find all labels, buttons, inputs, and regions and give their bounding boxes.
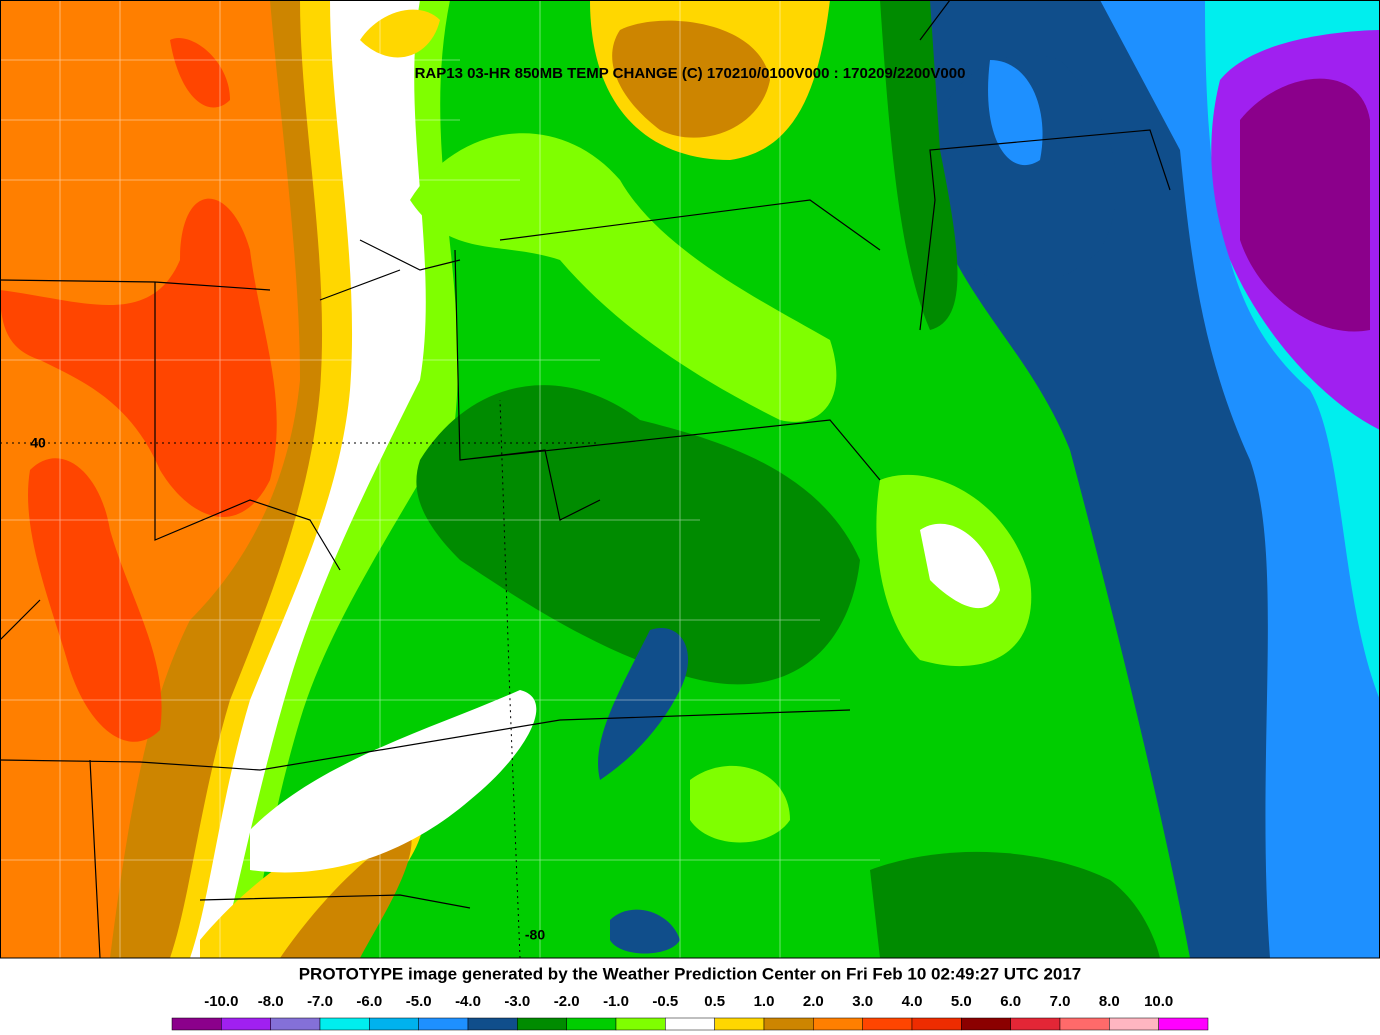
field-goldenrod	[280, 830, 412, 958]
colorbar-label: -6.0	[356, 993, 382, 1010]
colorbar-label: 4.0	[902, 993, 923, 1010]
colorbar-swatch	[418, 1017, 469, 1031]
field-purple	[1240, 78, 1370, 332]
field-dark-green	[870, 851, 1160, 958]
map: RAP13 03-HR 850MB TEMP CHANGE (C) 170210…	[0, 0, 1380, 959]
credit: PROTOTYPE image generated by the Weather…	[299, 964, 1082, 983]
colorbar: -10.0 -8.0 -7.0 -6.0 -5.0 -4.0 -3.0 -2.0 -1.0 -0.…	[171, 993, 1209, 1031]
colorbar-label: -5.0	[406, 993, 432, 1010]
colorbar-swatch	[467, 1017, 518, 1031]
county-lines	[0, 0, 880, 958]
field-light-green	[690, 765, 790, 843]
colorbar-swatch	[615, 1017, 666, 1031]
colorbar-label: -10.0	[204, 993, 238, 1010]
longitude-label: -80	[525, 927, 545, 943]
field-dark-blue	[610, 909, 680, 954]
colorbar-swatch	[1010, 1017, 1061, 1031]
colorbar-swatch	[1158, 1017, 1209, 1031]
colorbar-swatch	[319, 1017, 370, 1031]
colorbar-label: -7.0	[307, 993, 333, 1010]
colorbar-label: -4.0	[455, 993, 481, 1010]
colorbar-label: 6.0	[1000, 993, 1021, 1010]
longitude-line	[499, 399, 521, 959]
colorbar-swatch	[911, 1017, 962, 1031]
colorbar-swatch	[221, 1017, 271, 1031]
field-dark-blue	[930, 54, 1117, 284]
map-title: RAP13 03-HR 850MB TEMP CHANGE (C) 170210…	[415, 65, 966, 82]
colorbar-swatch	[665, 1017, 715, 1031]
colorbar-label: 2.0	[803, 993, 824, 1010]
colorbar-label: 5.0	[951, 993, 972, 1010]
colorbar-swatch	[862, 1017, 913, 1031]
colorbar-label: -0.5	[652, 993, 678, 1010]
colorbar-swatch	[714, 1017, 765, 1031]
colorbar-label: -3.0	[504, 993, 530, 1010]
colorbar-label: -2.0	[554, 993, 580, 1010]
colorbar-swatch	[171, 1017, 222, 1031]
state-lines	[0, 0, 1171, 959]
colorbar-swatch	[961, 1017, 1011, 1031]
colorbar-label: -8.0	[258, 993, 284, 1010]
field-dark-blue	[598, 628, 689, 780]
colorbar-swatch	[517, 1017, 567, 1031]
colorbar-label: 0.5	[704, 993, 725, 1010]
colorbar-swatch	[1059, 1017, 1110, 1031]
colorbar-label: 8.0	[1099, 993, 1120, 1010]
field-dark-green	[416, 385, 860, 685]
colorbar-swatch	[813, 1017, 863, 1031]
field-blue	[988, 60, 1043, 166]
colorbar-swatch	[270, 1017, 321, 1031]
field-light-green	[410, 133, 837, 422]
colorbar-label: 10.0	[1144, 993, 1173, 1010]
colorbar-label: 3.0	[852, 993, 873, 1010]
field-red-orange	[0, 198, 277, 518]
colorbar-swatch	[566, 1017, 617, 1031]
colorbar-swatch	[1109, 1017, 1159, 1031]
colorbar-swatch	[763, 1017, 814, 1031]
field-dark-green	[880, 0, 958, 330]
borders	[0, 0, 1171, 959]
field-goldenrod	[612, 20, 770, 138]
field-red-orange	[170, 38, 230, 108]
field-red-orange	[28, 458, 162, 742]
field-white	[920, 523, 1000, 609]
latitude-label: 40	[30, 435, 46, 451]
colorbar-swatch	[369, 1017, 419, 1031]
colorbar-label: 1.0	[754, 993, 775, 1010]
colorbar-label: 7.0	[1050, 993, 1071, 1010]
colorbar-label: -1.0	[603, 993, 629, 1010]
